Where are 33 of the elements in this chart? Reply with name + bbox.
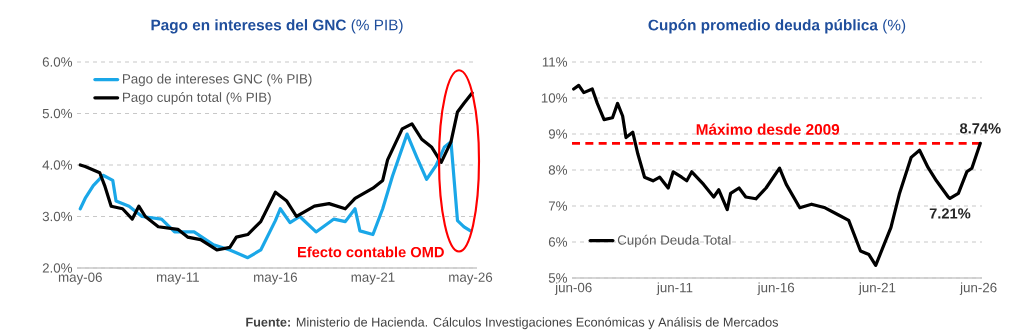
y-tick-label: 8% (548, 165, 568, 175)
x-tick-label: jun-26 (959, 282, 997, 295)
y-tick-label: 11% (542, 57, 568, 67)
x-tick-label: may-06 (58, 272, 102, 285)
x-tick-label: may-26 (449, 272, 493, 285)
x-tick-label: may-21 (351, 272, 395, 285)
y-tick-label: 10% (541, 93, 568, 103)
annotation: 7.21% (929, 208, 971, 219)
chart-title: Pago en intereses del GNC (% PIB) (151, 19, 403, 34)
legend-label: Pago cupón total (% PIB) (123, 91, 271, 105)
y-tick-label: 2.0% (42, 263, 73, 273)
y-tick-label: 6% (548, 237, 568, 247)
y-tick-label: 5% (548, 273, 568, 283)
y-tick-label: 3.0% (42, 211, 73, 222)
y-tick-label: 7% (548, 201, 568, 211)
annotation: Efecto contable OMD (298, 246, 444, 258)
x-tick-label: jun-11 (656, 282, 693, 295)
x-tick-label: jun-06 (554, 282, 592, 295)
text: Fuente: Ministerio de Hacienda. Cálculos Investigaciones Económicas y Análisis de Mercados (246, 317, 779, 330)
ref-line-label: Máximo desde 2009 (696, 123, 840, 135)
line-series (78, 132, 473, 260)
x-tick-label: may-16 (254, 272, 298, 285)
y-tick-label: 6.0% (42, 57, 73, 67)
x-tick-label: jun-16 (757, 282, 795, 295)
legend-label: Pago de intereses GNC (% PIB) (123, 73, 312, 87)
y-tick-label: 9% (548, 129, 568, 139)
x-tick-label: jun-21 (858, 282, 896, 295)
chart-title: Cupón promedio deuda pública (%) (648, 19, 906, 34)
y-tick-label: 5.0% (42, 108, 73, 119)
annotation: 8.74% (959, 123, 1001, 134)
legend-label: Cupón Deuda Total (617, 234, 731, 248)
x-tick-label: may-11 (156, 272, 199, 285)
y-tick-label: 4.0% (42, 160, 73, 170)
